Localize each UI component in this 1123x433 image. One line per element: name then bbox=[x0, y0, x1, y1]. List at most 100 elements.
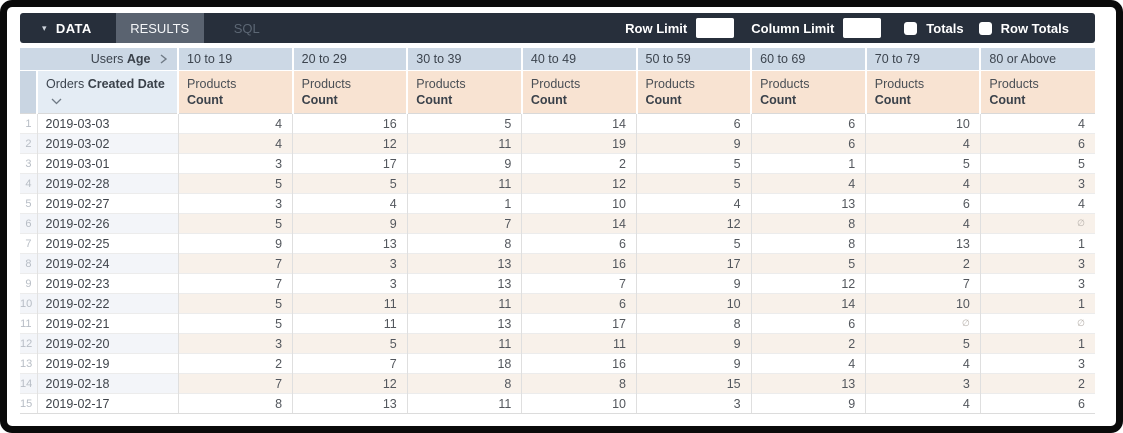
value-cell[interactable]: 16 bbox=[292, 113, 408, 134]
value-cell[interactable]: 4 bbox=[865, 173, 981, 194]
value-cell[interactable]: 9 bbox=[177, 233, 293, 254]
value-cell[interactable]: 5 bbox=[865, 153, 981, 174]
value-cell[interactable]: 11 bbox=[292, 313, 408, 334]
null-value-cell[interactable]: ∅ bbox=[979, 213, 1095, 234]
date-cell[interactable]: 2019-03-03 bbox=[36, 113, 178, 134]
row-dimension-header[interactable]: Orders Created Date bbox=[36, 69, 178, 115]
value-cell[interactable]: 5 bbox=[636, 173, 752, 194]
date-cell[interactable]: 2019-02-27 bbox=[36, 193, 178, 214]
value-cell[interactable]: 6 bbox=[521, 233, 637, 254]
measure-header[interactable]: Products Count bbox=[520, 69, 637, 115]
value-cell[interactable]: 2 bbox=[979, 373, 1095, 394]
value-cell[interactable]: 14 bbox=[521, 213, 637, 234]
value-cell[interactable]: 12 bbox=[750, 273, 866, 294]
value-cell[interactable]: 11 bbox=[406, 133, 522, 154]
value-cell[interactable]: 7 bbox=[521, 273, 637, 294]
value-cell[interactable]: 5 bbox=[750, 253, 866, 274]
date-cell[interactable]: 2019-02-17 bbox=[36, 393, 178, 415]
null-value-cell[interactable]: ∅ bbox=[979, 313, 1095, 334]
column-limit-input[interactable] bbox=[843, 18, 882, 38]
value-cell[interactable]: 2 bbox=[865, 253, 981, 274]
value-cell[interactable]: 5 bbox=[406, 113, 522, 134]
value-cell[interactable]: 13 bbox=[406, 313, 522, 334]
value-cell[interactable]: 12 bbox=[292, 133, 408, 154]
value-cell[interactable]: 13 bbox=[750, 193, 866, 214]
value-cell[interactable]: 8 bbox=[750, 213, 866, 234]
measure-header[interactable]: Products Count bbox=[635, 69, 752, 115]
value-cell[interactable]: 10 bbox=[636, 293, 752, 314]
value-cell[interactable]: 4 bbox=[865, 393, 981, 415]
value-cell[interactable]: 10 bbox=[865, 293, 981, 314]
value-cell[interactable]: 3 bbox=[177, 153, 293, 174]
date-cell[interactable]: 2019-02-18 bbox=[36, 373, 178, 394]
value-cell[interactable]: 5 bbox=[177, 293, 293, 314]
value-cell[interactable]: 5 bbox=[177, 313, 293, 334]
pivot-value-header[interactable]: 40 to 49 bbox=[520, 48, 637, 70]
value-cell[interactable]: 2 bbox=[521, 153, 637, 174]
pivot-value-header[interactable]: 80 or Above bbox=[979, 48, 1095, 70]
value-cell[interactable]: 3 bbox=[979, 273, 1095, 294]
value-cell[interactable]: 9 bbox=[636, 353, 752, 374]
value-cell[interactable]: 6 bbox=[750, 113, 866, 134]
value-cell[interactable]: 8 bbox=[406, 373, 522, 394]
value-cell[interactable]: 4 bbox=[865, 213, 981, 234]
value-cell[interactable]: 6 bbox=[750, 133, 866, 154]
value-cell[interactable]: 9 bbox=[406, 153, 522, 174]
pivot-value-header[interactable]: 10 to 19 bbox=[177, 48, 293, 70]
date-cell[interactable]: 2019-02-25 bbox=[36, 233, 178, 254]
value-cell[interactable]: 8 bbox=[177, 393, 293, 415]
value-cell[interactable]: 7 bbox=[177, 373, 293, 394]
value-cell[interactable]: 11 bbox=[406, 293, 522, 314]
value-cell[interactable]: 12 bbox=[292, 373, 408, 394]
value-cell[interactable]: 11 bbox=[406, 173, 522, 194]
value-cell[interactable]: 3 bbox=[292, 273, 408, 294]
date-cell[interactable]: 2019-02-26 bbox=[36, 213, 178, 234]
value-cell[interactable]: 6 bbox=[636, 113, 752, 134]
pivot-value-header[interactable]: 20 to 29 bbox=[291, 48, 408, 70]
date-cell[interactable]: 2019-02-22 bbox=[36, 293, 178, 314]
value-cell[interactable]: 7 bbox=[177, 273, 293, 294]
value-cell[interactable]: 11 bbox=[521, 333, 637, 354]
value-cell[interactable]: 6 bbox=[979, 393, 1095, 415]
date-cell[interactable]: 2019-03-01 bbox=[36, 153, 178, 174]
value-cell[interactable]: 4 bbox=[750, 173, 866, 194]
value-cell[interactable]: 15 bbox=[636, 373, 752, 394]
value-cell[interactable]: 5 bbox=[979, 153, 1095, 174]
value-cell[interactable]: 13 bbox=[292, 393, 408, 415]
measure-header[interactable]: Products Count bbox=[750, 69, 866, 115]
value-cell[interactable]: 7 bbox=[865, 273, 981, 294]
value-cell[interactable]: 4 bbox=[979, 193, 1095, 214]
date-cell[interactable]: 2019-02-23 bbox=[36, 273, 178, 294]
pivot-value-header[interactable]: 60 to 69 bbox=[750, 48, 866, 70]
value-cell[interactable]: 5 bbox=[292, 173, 408, 194]
value-cell[interactable]: 1 bbox=[406, 193, 522, 214]
value-cell[interactable]: 4 bbox=[177, 133, 293, 154]
value-cell[interactable]: 5 bbox=[177, 213, 293, 234]
value-cell[interactable]: 4 bbox=[292, 193, 408, 214]
pivot-value-header[interactable]: 50 to 59 bbox=[635, 48, 752, 70]
measure-header[interactable]: Products Count bbox=[291, 69, 408, 115]
value-cell[interactable]: 6 bbox=[865, 193, 981, 214]
value-cell[interactable]: 19 bbox=[521, 133, 637, 154]
value-cell[interactable]: 3 bbox=[979, 353, 1095, 374]
value-cell[interactable]: 7 bbox=[292, 353, 408, 374]
value-cell[interactable]: 1 bbox=[979, 333, 1095, 354]
value-cell[interactable]: 1 bbox=[979, 233, 1095, 254]
value-cell[interactable]: 8 bbox=[750, 233, 866, 254]
value-cell[interactable]: 1 bbox=[979, 293, 1095, 314]
measure-header[interactable]: Products Count bbox=[177, 69, 293, 115]
value-cell[interactable]: 6 bbox=[979, 133, 1095, 154]
value-cell[interactable]: 13 bbox=[292, 233, 408, 254]
value-cell[interactable]: 9 bbox=[636, 133, 752, 154]
pivot-value-header[interactable]: 30 to 39 bbox=[406, 48, 522, 70]
tab-data[interactable]: ▾ DATA bbox=[20, 13, 116, 43]
value-cell[interactable]: 3 bbox=[979, 173, 1095, 194]
value-cell[interactable]: 18 bbox=[406, 353, 522, 374]
value-cell[interactable]: 17 bbox=[521, 313, 637, 334]
value-cell[interactable]: 13 bbox=[865, 233, 981, 254]
value-cell[interactable]: 11 bbox=[406, 333, 522, 354]
value-cell[interactable]: 13 bbox=[406, 253, 522, 274]
value-cell[interactable]: 7 bbox=[177, 253, 293, 274]
value-cell[interactable]: 8 bbox=[636, 313, 752, 334]
measure-header[interactable]: Products Count bbox=[864, 69, 981, 115]
